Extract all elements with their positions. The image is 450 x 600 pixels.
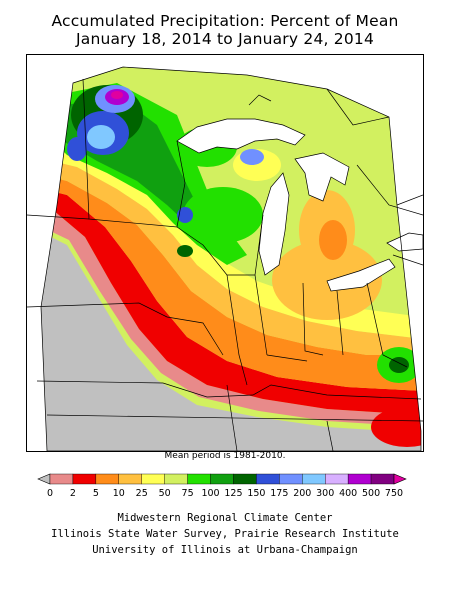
legend-swatch — [370, 473, 395, 485]
legend-label: 100 — [201, 488, 219, 499]
legend-label: 75 — [182, 488, 194, 499]
credit-line2: Illinois State Water Survey, Prairie Res… — [51, 528, 399, 540]
legend-swatch — [347, 473, 372, 485]
legend-label: 10 — [113, 488, 125, 499]
precipitation-map — [26, 54, 424, 452]
great-lakes — [176, 118, 423, 292]
legend-swatch — [187, 473, 211, 485]
legend-label: 25 — [136, 488, 148, 499]
legend-label: 300 — [316, 488, 334, 499]
credit-line1: Midwestern Regional Climate Center — [117, 512, 333, 524]
legend-swatch — [95, 473, 119, 485]
legend-swatch — [279, 473, 303, 485]
legend-arrow-high — [393, 473, 407, 485]
credit-line3: University of Illinois at Urbana-Champai… — [92, 544, 358, 556]
legend-swatch — [49, 473, 74, 485]
legend-label: 400 — [339, 488, 357, 499]
legend-swatch — [325, 473, 349, 485]
legend-swatch — [118, 473, 142, 485]
precip-fields — [41, 67, 421, 451]
legend-label: 500 — [362, 488, 380, 499]
legend-arrow-low — [37, 473, 51, 485]
legend-swatch — [233, 473, 257, 485]
legend-label: 5 — [93, 488, 99, 499]
mean-period-note: Mean period is 1981-2010. — [164, 451, 286, 461]
legend-swatch — [256, 473, 280, 485]
map-title-line1: Accumulated Precipitation: Percent of Me… — [51, 12, 399, 30]
legend-swatch — [210, 473, 234, 485]
color-legend: 0 2 5 10 25 50 75 100 125 150 175 200 300 400 500 750 — [37, 473, 407, 499]
legend-label: 2 — [70, 488, 76, 499]
legend-label: 125 — [224, 488, 242, 499]
legend-label: 175 — [270, 488, 288, 499]
legend-swatch — [72, 473, 97, 485]
legend-label: 150 — [247, 488, 265, 499]
legend-swatch — [164, 473, 188, 485]
legend-label: 750 — [385, 488, 403, 499]
legend-swatch — [141, 473, 165, 485]
legend-swatch — [302, 473, 326, 485]
legend-label: 50 — [159, 488, 171, 499]
map-title-line2: January 18, 2014 to January 24, 2014 — [75, 30, 375, 48]
legend-label: 200 — [293, 488, 311, 499]
legend-label: 0 — [47, 488, 53, 499]
state-borders — [27, 66, 423, 451]
map-svg — [27, 66, 423, 451]
